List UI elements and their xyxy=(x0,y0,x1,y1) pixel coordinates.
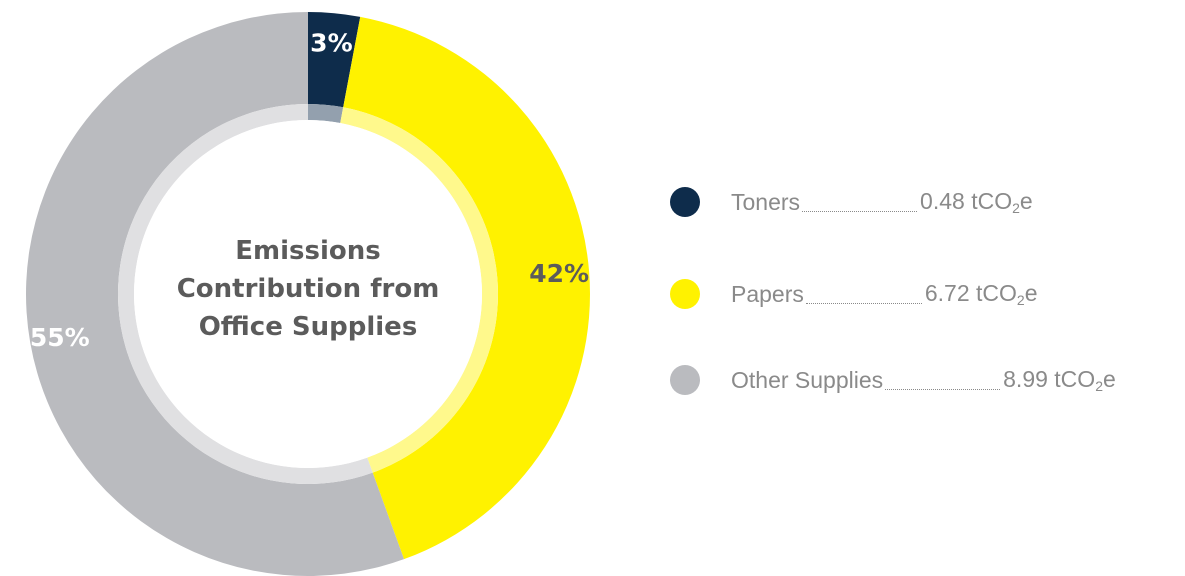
legend-value-other-supplies: 8.99 tCO2e xyxy=(1003,366,1116,394)
legend-leader-dots xyxy=(802,193,918,212)
slice-label-papers: 42% xyxy=(529,259,589,288)
slice-papers xyxy=(343,16,590,560)
legend-leader-dots xyxy=(885,371,1001,390)
chart-title-line-1: Emissions xyxy=(235,236,381,266)
legend-label-papers: Papers xyxy=(731,280,804,307)
legend-item-other-supplies: Other Supplies 8.99 tCO2e xyxy=(670,360,1116,400)
legend-swatch-toners xyxy=(670,187,700,217)
slice-label-other-supplies: 55% xyxy=(30,323,90,352)
legend-swatch-papers xyxy=(670,279,700,309)
inner-band-toners xyxy=(308,104,344,124)
legend-leader-dots xyxy=(805,285,922,304)
legend-item-toners: Toners 0.48 tCO2e xyxy=(670,182,1033,222)
slice-label-toners: 3% xyxy=(310,29,352,58)
chart-title: Emissions Contribution from Office Suppl… xyxy=(158,232,458,346)
legend-swatch-other-supplies xyxy=(670,365,700,395)
donut-center xyxy=(134,120,482,468)
legend-label-toners: Toners xyxy=(731,188,801,215)
inner-band-papers xyxy=(340,107,499,473)
donut-chart: 3% 42% 55% xyxy=(26,12,590,576)
slice-other-supplies xyxy=(26,12,404,576)
slice-toners xyxy=(308,12,361,108)
legend-value-papers: 6.72 tCO2e xyxy=(924,280,1038,308)
chart-title-line-2: Contribution from xyxy=(176,274,440,304)
chart-title-line-3: Office Supplies xyxy=(198,312,418,342)
legend-item-papers: Papers 6.72 tCO2e xyxy=(670,274,1038,314)
legend-label-other-supplies: Other Supplies xyxy=(731,366,884,393)
legend-value-toners: 0.48 tCO2e xyxy=(920,188,1033,216)
